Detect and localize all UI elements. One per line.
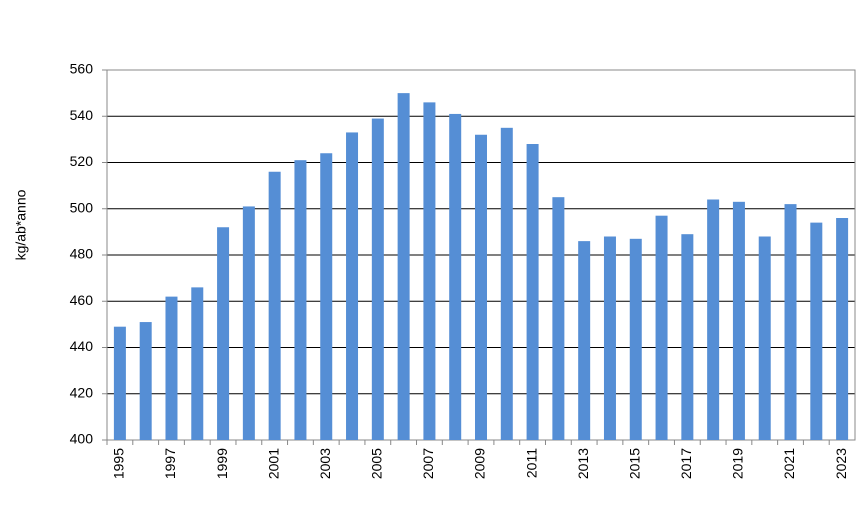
bar [217, 227, 230, 440]
x-tick-label: 1997 [162, 448, 178, 479]
x-tick-label: 2009 [472, 448, 488, 479]
bar [681, 234, 694, 440]
y-tick-label: 460 [70, 292, 94, 308]
y-tick-label: 540 [70, 107, 94, 123]
x-tick-label: 2007 [420, 448, 436, 479]
bar [784, 204, 797, 440]
x-tick-label: 2001 [265, 448, 281, 479]
bar [836, 218, 849, 440]
bar [629, 238, 642, 440]
bar [346, 132, 359, 440]
bar [552, 197, 565, 440]
bar [526, 144, 539, 440]
bar [603, 236, 616, 440]
x-tick-label: 2017 [678, 448, 694, 479]
x-tick-label: 2011 [523, 448, 539, 478]
y-tick-label: 480 [70, 246, 94, 262]
x-tick-label: 2015 [626, 448, 642, 479]
y-tick-label: 500 [70, 199, 94, 215]
bar [268, 171, 281, 440]
bar [371, 118, 384, 440]
bar [139, 322, 152, 440]
y-tick-label: 400 [70, 431, 94, 447]
bar [165, 296, 178, 440]
y-tick-label: 520 [70, 153, 94, 169]
bar [578, 241, 591, 440]
bar [449, 113, 462, 440]
x-tick-label: 2021 [781, 448, 797, 479]
y-tick-label: 560 [70, 61, 94, 77]
bar [397, 93, 410, 440]
bar [242, 206, 255, 440]
bar [423, 102, 436, 440]
x-tick-label: 1995 [111, 448, 127, 479]
bar [732, 201, 745, 440]
bar [191, 287, 204, 440]
bar [655, 215, 668, 440]
x-tick-label: 2013 [575, 448, 591, 479]
bar [500, 127, 513, 440]
y-tick-label: 440 [70, 338, 94, 354]
y-tick-label: 420 [70, 384, 94, 400]
bar [113, 326, 126, 440]
y-axis-label: kg/ab*anno [13, 189, 29, 260]
bar [294, 160, 307, 440]
x-tick-label: 1999 [214, 448, 230, 479]
x-tick-label: 2023 [833, 448, 849, 479]
bar [707, 199, 720, 440]
bar [475, 134, 487, 440]
x-tick-label: 2019 [730, 448, 746, 479]
bar [758, 236, 771, 440]
bar [810, 222, 823, 440]
x-tick-label: 2005 [369, 448, 385, 479]
bar [320, 153, 333, 440]
x-tick-label: 2003 [317, 448, 333, 479]
